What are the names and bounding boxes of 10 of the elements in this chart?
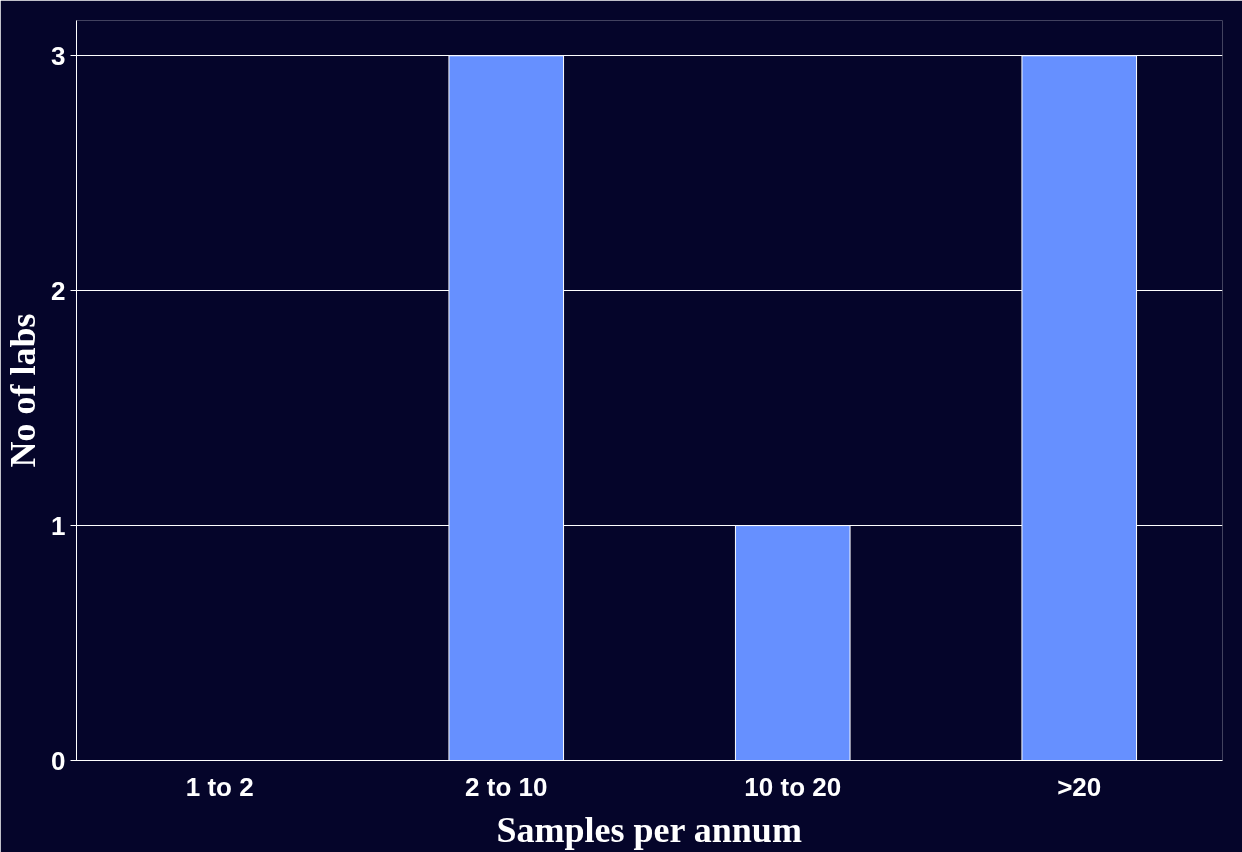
x-axis-title: Samples per annum: [496, 809, 802, 850]
y-tick-label: 2: [51, 275, 66, 306]
x-tick-label: 1 to 2: [185, 771, 254, 802]
y-axis-title: No of labs: [3, 313, 44, 468]
y-tick-label: 0: [51, 745, 66, 776]
y-tick-label: 1: [51, 510, 66, 541]
x-tick-label: 2 to 10: [465, 771, 548, 802]
y-tick-label: 3: [51, 40, 66, 71]
x-tick-label: >20: [1057, 771, 1102, 802]
x-tick-label: 10 to 20: [744, 771, 842, 802]
